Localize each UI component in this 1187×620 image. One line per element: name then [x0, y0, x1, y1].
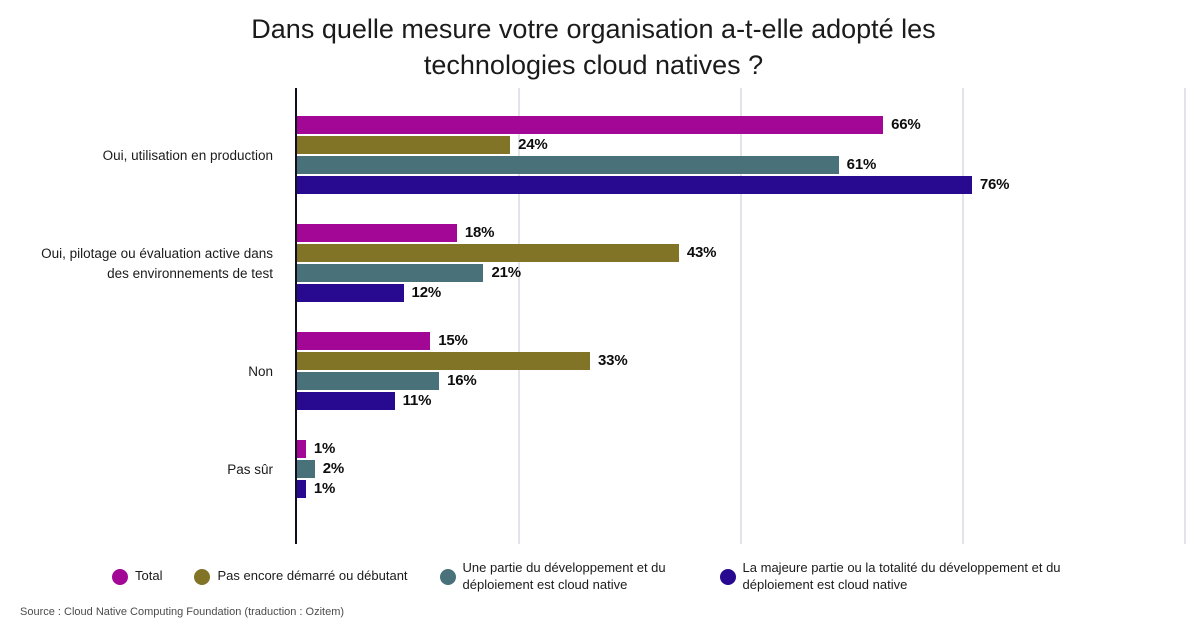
- bar-row: 76%: [297, 175, 1185, 194]
- category-label: Oui, pilotage ou évaluation active dans …: [41, 246, 273, 281]
- gridline-75: [962, 87, 964, 544]
- bar-value-label: 2%: [322, 460, 345, 478]
- bar-group: 18% 43% 21% 12%: [297, 196, 1185, 302]
- bar-value-label: 61%: [846, 156, 877, 174]
- bar: [297, 439, 306, 458]
- legend: Total Pas encore démarré ou débutant Une p…: [0, 560, 1187, 594]
- bar-value-label: 24%: [518, 136, 548, 154]
- bar-value-label: 15%: [438, 332, 468, 350]
- bar: [297, 479, 306, 498]
- category-label: Non: [248, 364, 273, 380]
- bar-group: 1% 2% 1%: [297, 412, 1185, 498]
- bar: [297, 115, 884, 134]
- bar: [297, 223, 457, 242]
- plot-area: 66% 24% 61% 76% 18% 43% 21% 12% 15% 33% 16% 11% 1% 2%…: [295, 87, 1186, 544]
- bar: [297, 283, 404, 302]
- bar-value-label: 18%: [464, 224, 495, 242]
- legend-label: Pas encore démarré ou débutant: [217, 568, 408, 584]
- bar: [297, 155, 839, 174]
- bar-value-label: 76%: [979, 176, 1010, 194]
- bar: [297, 391, 395, 410]
- bar-value-label: 12%: [411, 284, 442, 302]
- bar-value-label: 11%: [402, 392, 432, 410]
- legend-item: Pas encore démarré ou débutant: [194, 568, 408, 585]
- bar-row: 33%: [297, 351, 1185, 370]
- bar-chart: Oui, utilisation en production Oui, pilot…: [0, 87, 1187, 544]
- bar: [297, 351, 591, 370]
- bar-row: 12%: [297, 283, 1185, 302]
- bar-value-label: 43%: [686, 244, 717, 262]
- category-axis: Oui, utilisation en production Oui, pilot…: [0, 88, 295, 500]
- bar: [297, 371, 440, 390]
- bar-row: 66%: [297, 115, 1185, 134]
- chart-title: Dans quelle mesure votre organisation a-…: [251, 14, 936, 80]
- legend-label: La majeure partie ou la totalité du déve…: [742, 559, 1061, 592]
- bar-value-label: 66%: [891, 116, 921, 134]
- legend-label: Total: [135, 568, 163, 584]
- bar: [297, 331, 431, 350]
- bar-row: 18%: [297, 223, 1185, 242]
- bar-row: 24%: [297, 135, 1185, 154]
- bar: [297, 459, 315, 478]
- legend-label: Une partie du développement et du déploi…: [462, 559, 666, 592]
- bar-value-label: 1%: [313, 440, 336, 458]
- category-label: Pas sûr: [227, 462, 273, 478]
- bar: [297, 135, 511, 154]
- bar-row: 43%: [297, 243, 1185, 262]
- bar-row: 16%: [297, 371, 1185, 390]
- bar-row: 1%: [297, 479, 1185, 498]
- gridline-25: [518, 87, 520, 544]
- bar: [297, 175, 972, 194]
- bar-row: 2%: [297, 459, 1185, 478]
- bar-row: 11%: [297, 391, 1185, 410]
- legend-item: Total: [112, 568, 162, 585]
- gridline-50: [740, 87, 742, 544]
- bar: [297, 263, 484, 282]
- bar-value-label: 33%: [598, 352, 628, 370]
- bar-value-label: 21%: [491, 264, 521, 282]
- legend-dot-icon: [439, 568, 456, 585]
- bar-group: 15% 33% 16% 11%: [297, 304, 1185, 410]
- bar-value-label: 1%: [313, 480, 336, 498]
- bar-group: 66% 24% 61% 76%: [297, 88, 1185, 194]
- legend-dot-icon: [719, 568, 736, 585]
- bar-row: 61%: [297, 155, 1185, 174]
- bar-value-label: 16%: [447, 372, 477, 390]
- legend-dot-icon: [112, 568, 128, 585]
- gridline-100: [1184, 87, 1186, 544]
- source-note: Source : Cloud Native Computing Foundati…: [20, 605, 345, 618]
- bar-row: 21%: [297, 263, 1185, 282]
- bar: [297, 243, 679, 262]
- category-label: Oui, utilisation en production: [102, 148, 273, 164]
- legend-item: Une partie du développement et du déploi…: [439, 559, 688, 594]
- legend-dot-icon: [194, 568, 211, 585]
- bar-row: 15%: [297, 331, 1185, 350]
- legend-item: La majeure partie ou la totalité du déve…: [719, 559, 1061, 594]
- bar-row: 1%: [297, 439, 1185, 458]
